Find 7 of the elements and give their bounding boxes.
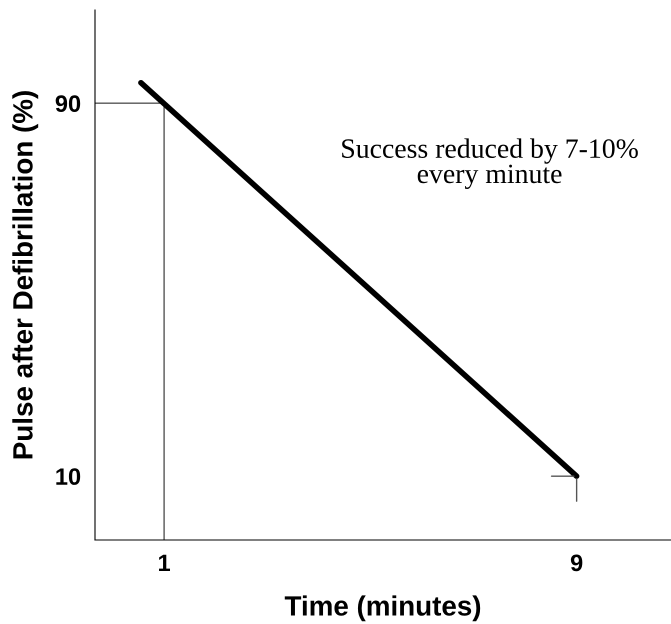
x-tick-label: 1: [159, 554, 170, 571]
annotation: Success reduced by 7-10% every minute: [342, 138, 638, 189]
y-tick-label: 10: [56, 468, 80, 485]
x-tick-label: 9: [570, 554, 582, 572]
y-tick-label: 90: [56, 95, 80, 112]
y-axis-title: Pulse after Defibrillation (%): [12, 91, 38, 458]
x-axis-title: Time (minutes): [284, 595, 480, 622]
